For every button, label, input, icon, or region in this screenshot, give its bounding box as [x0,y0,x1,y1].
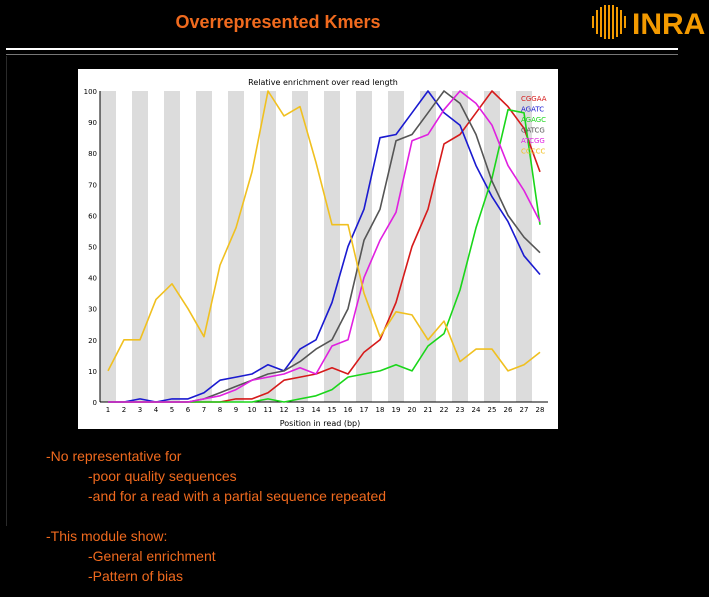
x-tick-label: 11 [264,406,273,414]
block1-heading: -No representative for [46,448,182,464]
grid-band [324,91,340,402]
x-tick-label: 21 [424,406,433,414]
grid-band [420,91,436,402]
x-tick-label: 27 [520,406,529,414]
x-tick-label: 25 [488,406,497,414]
x-tick-label: 7 [202,406,206,414]
grid-band [388,91,404,402]
legend-item: AGAGC [521,116,546,124]
chart-title: Relative enrichment over read length [248,78,398,87]
grid-band [196,91,212,402]
y-tick-label: 40 [88,275,97,283]
left-border [6,56,7,526]
grid-band [132,91,148,402]
x-tick-label: 9 [234,406,238,414]
x-tick-label: 14 [312,406,321,414]
header-rule [6,48,678,50]
x-tick-label: 12 [280,406,289,414]
x-tick-label: 8 [218,406,222,414]
y-tick-label: 90 [88,119,97,127]
grid-band [228,91,244,402]
inra-logo-graphic: INRA [592,5,705,41]
chart-legend: CGGAA AGATC AGAGC GATCG ATCGG CCCCC [521,95,547,156]
slide-title: Overrepresented Kmers [175,12,381,32]
grid-band [516,91,532,402]
y-tick-label: 10 [88,368,97,376]
grid-band [100,91,116,402]
x-tick-label: 22 [440,406,449,414]
chart-panel: 0 10 20 30 40 50 60 70 80 90 100 1 2 3 4 5 6 7 8 9 10 11 12 13 1… [78,69,558,429]
block2-heading: -This module show: [46,528,168,544]
x-axis-label: Position in read (bp) [280,419,360,428]
x-tick-label: 20 [408,406,417,414]
slide-body: -No representative for -poor quality seq… [46,446,386,586]
x-tick-label: 10 [248,406,257,414]
logo-text: INRA [632,8,705,41]
x-tick-label: 19 [392,406,401,414]
x-tick-label: 5 [170,406,174,414]
legend-item: CGGAA [521,95,547,103]
x-tick-label: 1 [106,406,110,414]
grid-bands [100,91,532,402]
x-tick-label: 13 [296,406,305,414]
header-rule-thin [6,54,678,55]
legend-item: ATCGG [521,137,545,145]
y-tick-label: 0 [93,399,97,407]
series-line-agatc [108,90,541,403]
x-tick-label: 24 [472,406,481,414]
x-tick-label: 28 [536,406,545,414]
series-lines [107,90,541,403]
legend-item: CCCCC [521,148,546,156]
grid-band [356,91,372,402]
series-line-ccccc [107,90,541,372]
y-tick-label: 60 [88,212,97,220]
x-tick-label: 2 [122,406,126,414]
block2-item: -General enrichment [88,548,216,564]
y-tick-label: 50 [88,244,97,252]
x-tick-label: 18 [376,406,385,414]
y-tick-label: 100 [84,88,97,96]
y-tick-label: 30 [88,306,97,314]
block2-item: -Pattern of bias [88,568,183,584]
legend-item: AGATC [521,106,544,114]
x-tick-label: 26 [504,406,513,414]
x-tick-label: 4 [154,406,159,414]
x-tick-label: 16 [344,406,353,414]
x-tick-label: 6 [186,406,191,414]
y-tick-label: 20 [88,337,97,345]
grid-band [164,91,180,402]
block1-item: -poor quality sequences [88,468,237,484]
x-tick-label: 3 [138,406,142,414]
y-tick-label: 80 [88,150,97,158]
inra-logo: INRA [590,2,708,42]
grid-band [452,91,468,402]
x-tick-label: 23 [456,406,465,414]
block1-item: -and for a read with a partial sequence … [88,488,387,504]
y-tick-label: 70 [88,181,97,189]
grid-band [292,91,308,402]
x-tick-label: 17 [360,406,369,414]
series-line-atcgg [108,90,541,403]
legend-item: GATCG [521,127,545,135]
x-tick-label: 15 [328,406,337,414]
grid-band [260,91,276,402]
